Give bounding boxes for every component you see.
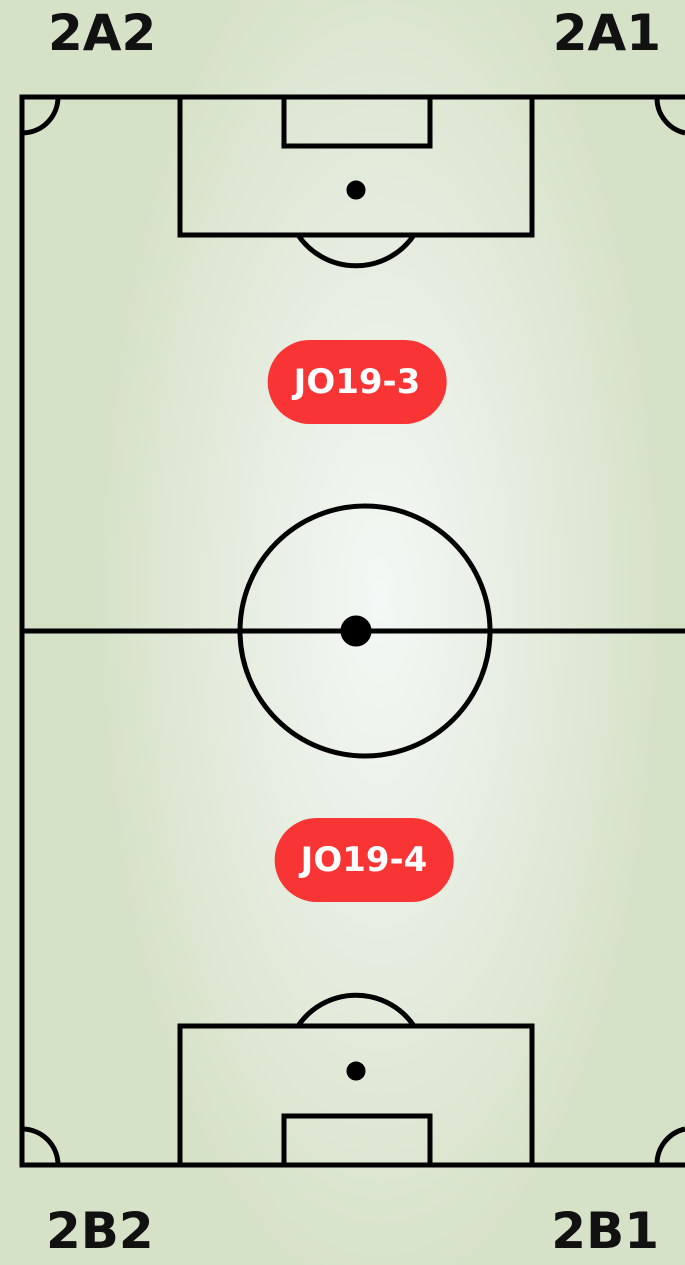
goal-area [281,94,433,149]
penalty-area [177,94,535,238]
penalty-area [177,1023,535,1168]
corner-arc [654,96,685,136]
corner-arc [21,1126,61,1166]
penalty-arc [295,233,417,269]
penalty-spot [346,180,366,200]
corner-label: 2B2 [46,1202,154,1260]
corner-label: 2A1 [552,4,661,62]
corner-label: 2A2 [48,4,157,62]
center-spot [340,615,372,647]
corner-label: 2B1 [551,1202,659,1260]
goal-area [281,1113,433,1168]
team-badge[interactable]: JO19-3 [267,340,447,424]
corner-arc [654,1126,685,1166]
center-circle [237,503,493,759]
team-badge[interactable]: JO19-4 [274,818,454,902]
corner-arc [21,96,61,136]
penalty-arc [295,992,417,1028]
penalty-spot [346,1061,366,1081]
